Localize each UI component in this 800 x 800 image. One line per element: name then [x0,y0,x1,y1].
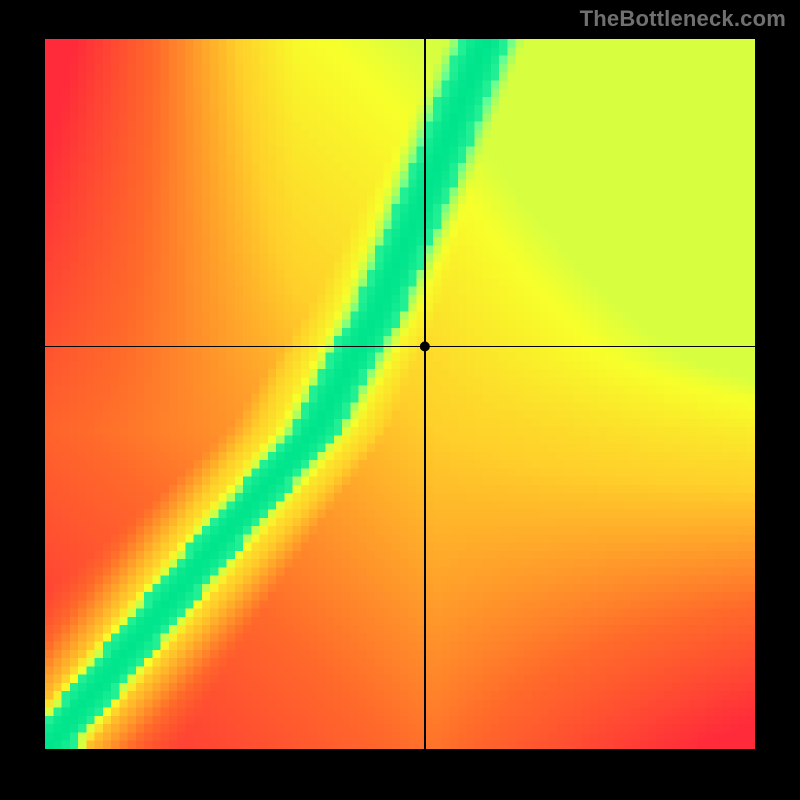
chart-container: TheBottleneck.com [0,0,800,800]
plot-area [45,39,755,749]
watermark-label: TheBottleneck.com [580,6,786,32]
crosshair-marker [45,39,755,749]
